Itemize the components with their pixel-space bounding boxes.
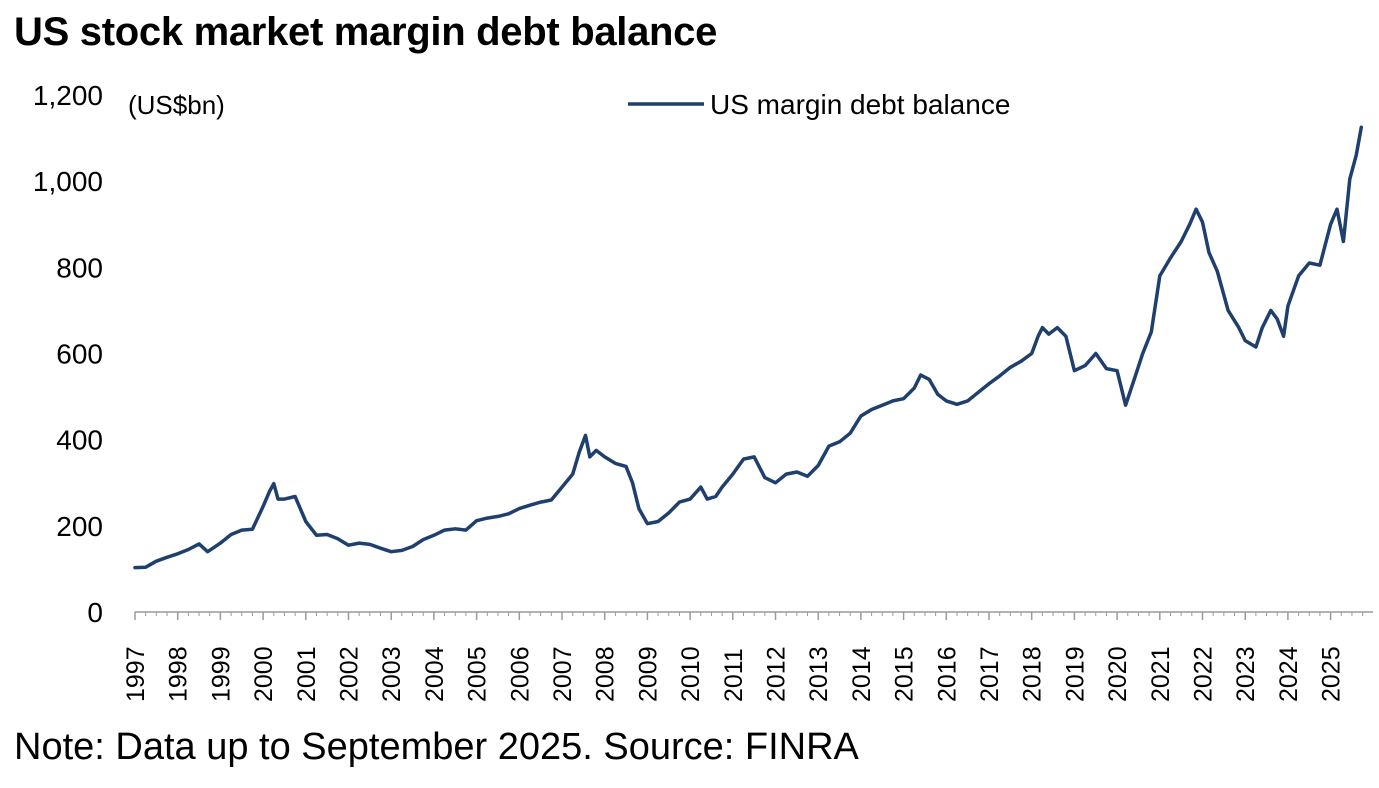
y-axis-unit-label: (US$bn): [128, 90, 225, 120]
x-tick-label: 1998: [165, 646, 193, 702]
x-tick-label: 2012: [763, 646, 791, 702]
x-tick-label: 2010: [677, 646, 705, 702]
y-axis-ticks: 0 200 400 600 800 1,000 1,200: [33, 80, 103, 628]
x-tick-label: 2007: [549, 646, 577, 702]
x-tick-label: 2025: [1318, 646, 1346, 702]
x-tick-label: 2009: [634, 646, 662, 702]
x-tick-label: 2003: [378, 646, 406, 702]
y-tick-label: 600: [56, 339, 103, 370]
x-tick-label: 2018: [1019, 646, 1047, 702]
y-tick-label: 1,200: [33, 80, 103, 111]
x-tick-label: 2022: [1190, 646, 1218, 702]
x-tick-label: 2017: [976, 646, 1004, 702]
x-tick-label: 2019: [1061, 646, 1089, 702]
x-tick-label: 2011: [720, 648, 748, 702]
y-tick-label: 800: [56, 252, 103, 283]
x-tick-label: 2020: [1104, 646, 1132, 702]
margin-debt-series-line: [133, 125, 1364, 570]
x-tick-label: 2016: [933, 646, 961, 702]
x-tick-label: 2002: [336, 646, 364, 702]
x-tick-label: 2001: [293, 646, 321, 702]
x-tick-label: 2004: [421, 646, 449, 702]
x-tick-label: 2013: [805, 646, 833, 702]
source-note: Note: Data up to September 2025. Source:…: [14, 726, 859, 768]
x-tick-label: 2023: [1232, 646, 1260, 702]
x-tick-label: 2005: [464, 646, 492, 702]
chart-title: US stock market margin debt balance: [14, 10, 718, 54]
x-tick-label: 2014: [848, 646, 876, 702]
x-tick-label: 2021: [1147, 646, 1175, 702]
y-tick-label: 1,000: [33, 166, 103, 197]
x-tick-label: 1997: [122, 646, 150, 702]
x-tick-label: 1999: [207, 646, 235, 702]
legend: US margin debt balance: [628, 89, 1010, 120]
x-tick-label: 2015: [891, 646, 919, 702]
x-tick-label: 2000: [250, 646, 278, 702]
x-axis-ticks: 1997 1998 1999 2000 2001 2002 2003 2004 2005 2006…: [122, 612, 1364, 702]
x-tick-label: 2008: [592, 646, 620, 702]
y-tick-label: 400: [56, 425, 103, 456]
legend-label: US margin debt balance: [710, 89, 1010, 120]
y-tick-label: 200: [56, 511, 103, 542]
x-tick-label: 2024: [1275, 646, 1303, 702]
y-tick-label: 0: [87, 597, 103, 628]
x-tick-label: 2006: [506, 646, 534, 702]
